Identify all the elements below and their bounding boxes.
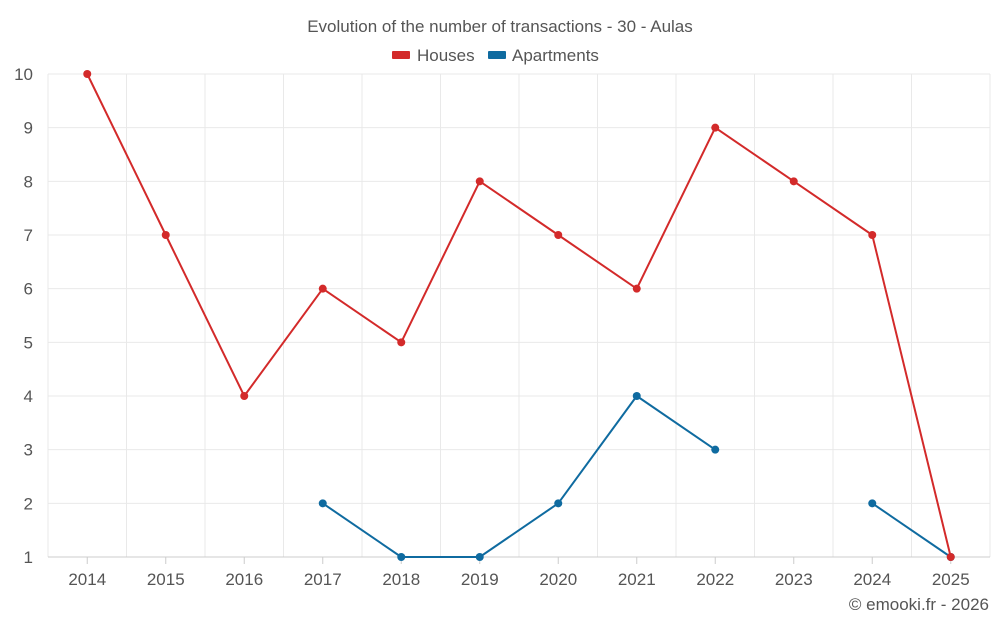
x-tick-label: 2017 (304, 570, 342, 589)
data-point-houses[interactable] (789, 177, 798, 186)
data-point-houses[interactable] (318, 284, 327, 293)
x-tick-label: 2022 (696, 570, 734, 589)
data-point-houses[interactable] (946, 553, 955, 561)
y-axis: 1 2 3 4 5 6 7 8 9 10 (14, 65, 33, 567)
x-tick-label: 2025 (932, 570, 970, 589)
legend-item-houses[interactable]: Houses (392, 46, 475, 65)
y-tick-label: 9 (24, 119, 33, 138)
series-houses (83, 70, 955, 561)
data-point-apartments[interactable] (475, 553, 484, 561)
y-tick-label: 4 (24, 387, 33, 406)
x-axis: 2014 2015 2016 2017 2018 2019 2020 2021 2022 2023… (48, 556, 990, 589)
data-point-houses[interactable] (83, 70, 92, 78)
data-point-apartments[interactable] (554, 499, 563, 508)
chart-title: Evolution of the number of transactions … (307, 17, 693, 36)
series-line-apartments (871, 502, 952, 558)
y-tick-label: 6 (24, 280, 33, 299)
series-line-houses (86, 73, 952, 558)
data-point-houses[interactable] (397, 338, 406, 347)
series-line-apartments (322, 395, 716, 558)
y-tick-label: 2 (24, 494, 33, 513)
x-tick-label: 2023 (775, 570, 813, 589)
data-point-houses[interactable] (632, 284, 641, 293)
legend-swatch-apartments (488, 51, 506, 59)
credit-text: © emooki.fr - 2026 (849, 595, 989, 614)
y-tick-label: 5 (24, 333, 33, 352)
legend: Houses Apartments (392, 46, 599, 65)
x-tick-label: 2024 (853, 570, 891, 589)
data-point-houses[interactable] (161, 231, 170, 239)
legend-swatch-houses (392, 51, 410, 59)
y-tick-label: 7 (24, 226, 33, 245)
x-tick-label: 2019 (461, 570, 499, 589)
data-point-houses[interactable] (475, 177, 484, 186)
data-point-apartments[interactable] (632, 392, 641, 400)
x-tick-label: 2018 (382, 570, 420, 589)
data-point-houses[interactable] (868, 231, 877, 239)
data-point-apartments[interactable] (318, 499, 327, 508)
data-point-houses[interactable] (554, 231, 563, 239)
y-tick-label: 8 (24, 172, 33, 191)
series-layer (83, 70, 955, 561)
data-point-apartments[interactable] (711, 445, 720, 454)
x-tick-label: 2015 (147, 570, 185, 589)
x-tick-label: 2020 (539, 570, 577, 589)
x-tick-label: 2021 (618, 570, 656, 589)
data-point-houses[interactable] (711, 123, 720, 132)
data-point-apartments[interactable] (868, 499, 877, 508)
data-point-apartments[interactable] (397, 553, 406, 561)
y-tick-label: 10 (14, 65, 33, 84)
x-tick-label: 2016 (225, 570, 263, 589)
grid (47, 73, 991, 557)
y-tick-label: 1 (24, 548, 33, 567)
x-tick-label: 2014 (68, 570, 106, 589)
legend-label-apartments: Apartments (512, 46, 599, 65)
series-apartments (318, 392, 955, 561)
y-tick-label: 3 (24, 441, 33, 460)
legend-label-houses: Houses (417, 46, 475, 65)
legend-item-apartments[interactable]: Apartments (488, 46, 599, 65)
data-point-houses[interactable] (240, 392, 249, 400)
